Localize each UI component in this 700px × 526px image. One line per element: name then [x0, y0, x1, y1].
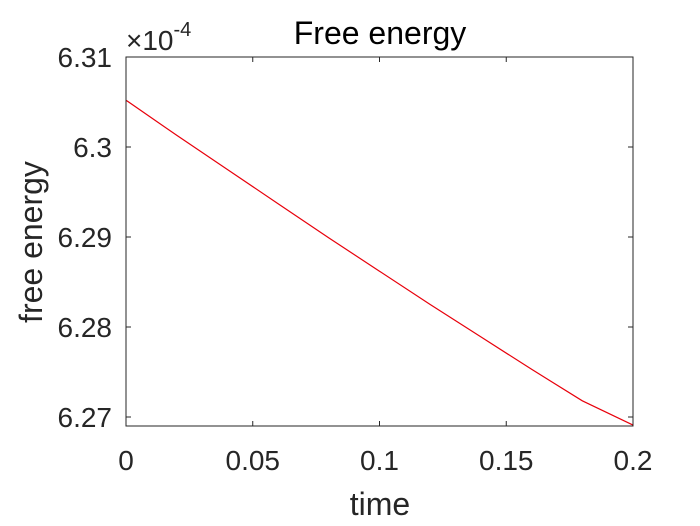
plot-content: [125, 99, 634, 426]
y-tick-label: 6.29: [58, 222, 113, 253]
x-tick-label: 0.1: [360, 445, 399, 476]
y-exponent-multiplier: ×10: [126, 25, 174, 56]
x-tick-label: 0: [118, 445, 134, 476]
y-exponent-label: ×10-4: [126, 19, 191, 56]
y-tick-label: 6.31: [58, 42, 113, 73]
y-exponent-power: -4: [174, 19, 192, 41]
x-tick-label: 0.05: [226, 445, 281, 476]
x-tick-label: 0.2: [614, 445, 653, 476]
x-tick-label: 0.15: [479, 445, 534, 476]
y-axis-ticks: 6.27 6.28 6.29 6.3 6.31: [58, 42, 633, 433]
y-axis-label: free energy: [13, 161, 49, 323]
y-tick-label: 6.28: [58, 312, 113, 343]
chart-title: Free energy: [294, 15, 467, 51]
x-axis-ticks: 0 0.05 0.1 0.15 0.2: [118, 57, 652, 476]
plot-area: [126, 57, 633, 426]
y-tick-label: 6.3: [73, 132, 112, 163]
x-axis-label: time: [350, 486, 410, 522]
series-line: [125, 99, 634, 426]
y-tick-label: 6.27: [58, 402, 113, 433]
